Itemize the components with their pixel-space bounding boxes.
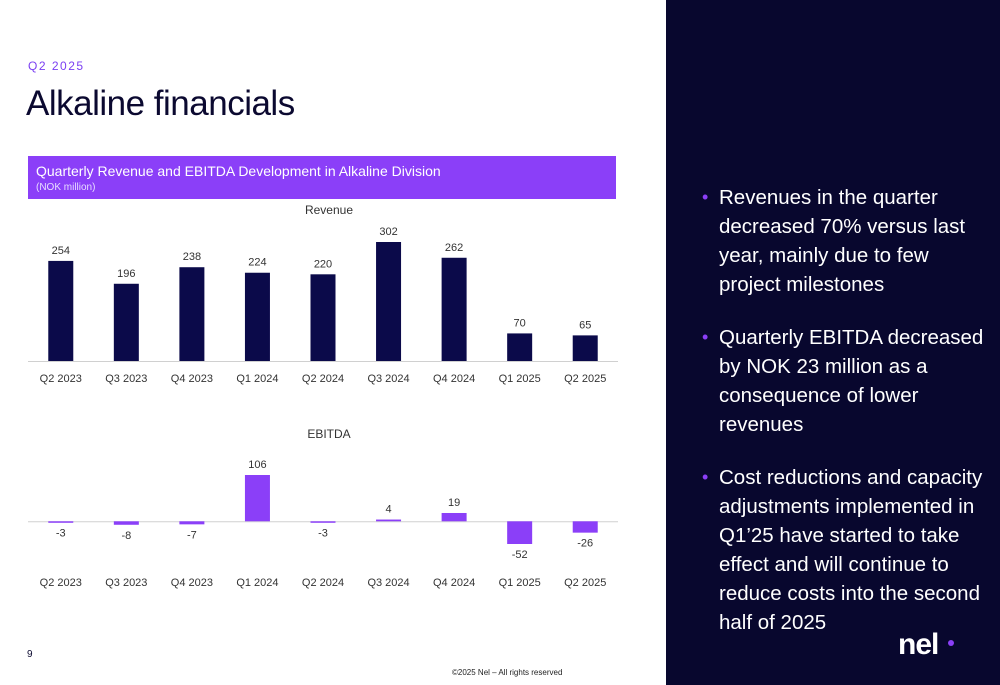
category-tick-label: Q3 2023: [105, 577, 147, 589]
bar: [441, 257, 467, 361]
bullet-dot-icon: •: [702, 327, 709, 347]
category-tick-label: Q1 2024: [236, 373, 278, 385]
chart-title: EBITDA: [307, 427, 350, 441]
category-tick-label: Q2 2024: [302, 577, 344, 589]
bar: [179, 521, 205, 525]
revenue-chart: Revenue 254 Q2 2023 196 Q3 2023 238 Q4 2023 224…: [28, 200, 618, 395]
data-label: -8: [121, 530, 131, 542]
bar: [376, 242, 402, 361]
bar: [179, 267, 205, 361]
bar: [572, 335, 598, 361]
category-tick-label: Q3 2024: [367, 373, 409, 385]
data-label: 238: [183, 251, 201, 263]
category-tick-label: Q1 2025: [499, 577, 541, 589]
data-label: 106: [248, 459, 266, 471]
category-tick-label: Q4 2023: [171, 373, 213, 385]
category-tick-label: Q2 2025: [564, 577, 606, 589]
bullet-text: Quarterly EBITDA decreased by NOK 23 mil…: [719, 326, 984, 436]
page-title: Alkaline financials: [26, 84, 295, 123]
bar: [48, 260, 74, 361]
bar: [310, 274, 336, 361]
chart-banner: Quarterly Revenue and EBITDA Development…: [28, 156, 616, 199]
data-label: -3: [56, 528, 66, 540]
bullet-item: • Cost reductions and capacity adjustment…: [702, 463, 992, 637]
copyright-footer: ©2025 Nel – All rights reserved: [452, 668, 563, 677]
nel-logo: nel: [898, 628, 939, 661]
data-label: -26: [577, 538, 593, 550]
category-tick-label: Q3 2023: [105, 373, 147, 385]
bar: [376, 519, 402, 522]
bar: [113, 521, 139, 525]
data-label: 4: [385, 504, 391, 516]
commentary-sidebar: • Revenues in the quarter decreased 70% v…: [666, 0, 1000, 685]
ebitda-chart: EBITDA -3 Q2 2023 -8 Q3 2023 -7 Q4 2023 106 Q1 2…: [28, 420, 618, 595]
category-tick-label: Q4 2023: [171, 577, 213, 589]
data-label: 302: [379, 226, 397, 238]
category-tick-label: Q4 2024: [433, 373, 475, 385]
data-label: 65: [579, 319, 591, 331]
category-tick-label: Q1 2025: [499, 373, 541, 385]
category-tick-label: Q3 2024: [367, 577, 409, 589]
bar: [572, 521, 598, 533]
bar: [441, 512, 467, 522]
category-tick-label: Q2 2025: [564, 373, 606, 385]
bar: [48, 521, 74, 523]
data-label: -3: [318, 528, 328, 540]
bar: [507, 521, 533, 544]
data-label: 224: [248, 257, 266, 269]
bar: [244, 475, 270, 522]
banner-subtitle: (NOK million): [36, 182, 96, 193]
data-label: 196: [117, 268, 135, 280]
category-tick-label: Q4 2024: [433, 577, 475, 589]
bullet-text: Cost reductions and capacity adjustments…: [719, 466, 983, 634]
logo-dot-icon: [948, 640, 954, 646]
chart-title: Revenue: [305, 203, 353, 217]
bar: [113, 283, 139, 361]
data-label: 220: [314, 258, 332, 270]
bullet-text: Revenues in the quarter decreased 70% ve…: [719, 186, 966, 296]
data-label: 70: [514, 317, 526, 329]
page-number: 9: [27, 649, 33, 660]
revenue-chart-svg: Revenue 254 Q2 2023 196 Q3 2023 238 Q4 2023 224…: [28, 203, 618, 385]
ebitda-chart-svg: EBITDA -3 Q2 2023 -8 Q3 2023 -7 Q4 2023 106 Q1 2…: [28, 427, 618, 589]
data-label: -7: [187, 529, 197, 541]
data-label: 19: [448, 497, 460, 509]
data-label: -52: [512, 549, 528, 561]
data-label: 254: [52, 245, 70, 257]
bullet-dot-icon: •: [702, 467, 709, 487]
category-tick-label: Q2 2024: [302, 373, 344, 385]
category-tick-label: Q2 2023: [40, 577, 82, 589]
eyebrow-label: Q2 2025: [28, 59, 85, 73]
bullet-item: • Quarterly EBITDA decreased by NOK 23 mi…: [702, 323, 992, 439]
data-label: 262: [445, 242, 463, 254]
banner-title: Quarterly Revenue and EBITDA Development…: [36, 163, 441, 179]
bar: [310, 521, 336, 523]
bar: [244, 272, 270, 361]
bullet-list: • Revenues in the quarter decreased 70% v…: [702, 183, 992, 661]
bar: [507, 333, 533, 361]
bullet-item: • Revenues in the quarter decreased 70% v…: [702, 183, 992, 299]
bullet-dot-icon: •: [702, 187, 709, 207]
category-tick-label: Q2 2023: [40, 373, 82, 385]
category-tick-label: Q1 2024: [236, 577, 278, 589]
